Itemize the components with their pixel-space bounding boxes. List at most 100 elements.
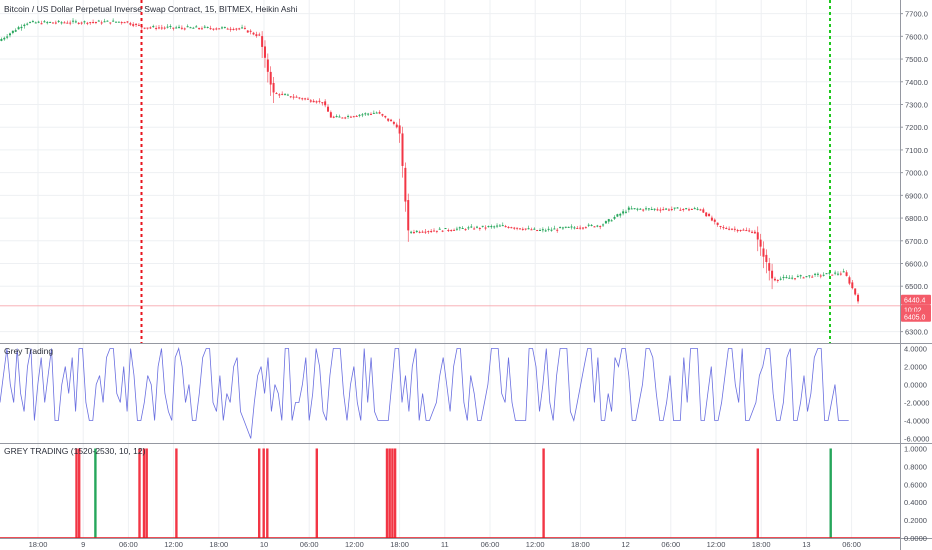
candle-body — [200, 28, 203, 30]
candle-body — [825, 273, 828, 275]
signal-bar — [385, 448, 389, 538]
candle-body — [581, 227, 584, 229]
signal-tick-label: 0.6000 — [904, 480, 927, 489]
signal-bar — [138, 448, 141, 538]
candle-body — [160, 27, 163, 29]
candle-body — [23, 24, 26, 27]
price-tick-label: 7300.0 — [905, 100, 928, 109]
price-tick-label: 7400.0 — [905, 78, 928, 87]
candle-body — [321, 102, 324, 104]
candle-body — [37, 21, 40, 23]
candle-body — [579, 227, 582, 229]
time-tick-label: 12:00 — [707, 540, 726, 549]
signal-bar — [145, 448, 148, 538]
candle-body — [673, 207, 676, 209]
candle-body — [418, 231, 421, 233]
candle-body — [510, 227, 513, 229]
candle-body — [387, 118, 390, 121]
candle-body — [590, 224, 593, 226]
candle-body — [132, 24, 135, 26]
candle-body — [80, 22, 83, 24]
candle-body — [149, 27, 152, 29]
time-tick-label: 18:00 — [29, 540, 48, 549]
candle-body — [504, 226, 507, 228]
candle-body — [398, 125, 401, 134]
candle-body — [186, 26, 189, 28]
candle-body — [69, 22, 72, 24]
candle-body — [573, 227, 576, 229]
price-axis[interactable]: 7700.0 7600.0 7500.0 7400.0 7300.0 7200.0 7100… — [900, 10, 928, 337]
candle-body — [372, 112, 375, 114]
candle-body — [556, 229, 559, 231]
candle-body — [272, 82, 275, 93]
candle-body — [269, 71, 272, 85]
price-panel[interactable] — [0, 18, 900, 307]
candle-body — [679, 209, 682, 211]
candle-body — [358, 114, 361, 116]
candle-body — [258, 34, 261, 36]
candle-body — [63, 22, 66, 24]
candle-body — [441, 230, 444, 232]
signal-bar — [78, 448, 81, 538]
candle-body — [791, 277, 794, 279]
time-axis[interactable]: 18:00 9 06:00 12:00 18:00 10 06:00 12:00 18:00 11… — [29, 540, 861, 549]
candle-body — [490, 226, 493, 228]
time-tick-label: 18:00 — [390, 540, 409, 549]
candle-body — [570, 226, 573, 228]
candle-body — [209, 28, 212, 30]
oscillator-panel[interactable] — [0, 347, 849, 439]
candle-body — [501, 225, 504, 227]
candle-body — [427, 231, 430, 233]
time-tick-label: 12 — [621, 540, 629, 549]
candle-body — [794, 278, 797, 280]
candle-body — [183, 28, 186, 30]
candle-body — [3, 37, 6, 40]
candle-body — [759, 239, 762, 247]
candle-body — [518, 228, 521, 230]
candle-body — [622, 211, 625, 214]
oscillator-title: Grey Trading — [4, 346, 53, 356]
candle-body — [647, 208, 650, 210]
candle-body — [464, 229, 467, 231]
candle-body — [152, 26, 155, 28]
candle-body — [57, 20, 60, 22]
candle-body — [355, 115, 358, 117]
signal-bar — [829, 448, 832, 538]
candle-body — [733, 228, 736, 230]
candle-body — [447, 230, 450, 232]
candle-body — [309, 100, 312, 102]
price-tag-bg — [901, 294, 931, 305]
candle-body — [453, 229, 456, 231]
candle-body — [115, 21, 117, 23]
candle-body — [97, 20, 100, 22]
candle-body — [696, 208, 699, 210]
oscillator-tick-label: 2.0000 — [904, 363, 927, 372]
candle-body — [112, 20, 115, 22]
chart-title: Bitcoin / US Dollar Perpetual Inverse Sw… — [4, 4, 297, 14]
candle-body — [378, 112, 381, 114]
candle-body — [252, 32, 255, 35]
time-tick-label: 11 — [441, 540, 449, 549]
candle-body — [685, 208, 688, 210]
candle-body — [123, 22, 126, 24]
candle-body — [364, 113, 367, 115]
candle-body — [599, 226, 602, 228]
candle-body — [782, 276, 785, 278]
candle-body — [338, 116, 341, 118]
candle-body — [665, 208, 668, 210]
candle-body — [117, 21, 120, 23]
candle-body — [180, 27, 183, 29]
candle-body — [699, 209, 702, 211]
candle-body — [137, 24, 140, 26]
candle-body — [344, 117, 347, 119]
candle-body — [667, 209, 670, 211]
signal-tick-label: 0.2000 — [904, 516, 927, 525]
candle-body — [822, 274, 825, 276]
candle-body — [407, 200, 410, 231]
candle-body — [83, 21, 86, 23]
candle-body — [410, 231, 413, 233]
oscillator-tick-label: 4.0000 — [904, 345, 927, 354]
candle-body — [550, 229, 553, 231]
oscillator-tick-label: 0.0000 — [904, 381, 927, 390]
